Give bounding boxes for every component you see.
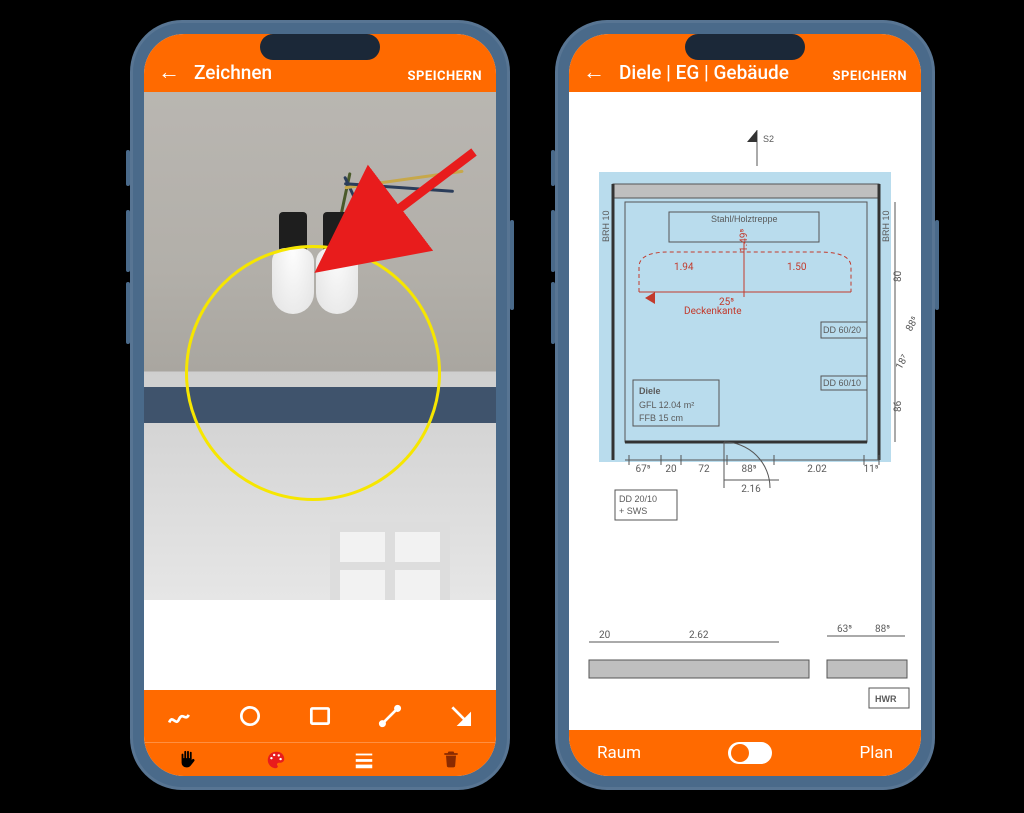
save-button[interactable]: SPEICHERN: [408, 69, 483, 84]
svg-text:DD 60/10: DD 60/10: [823, 378, 861, 388]
svg-text:20: 20: [665, 464, 677, 475]
svg-text:DD 20/10: DD 20/10: [619, 494, 657, 504]
color-picker-icon[interactable]: [265, 749, 287, 771]
svg-text:88⁵: 88⁵: [875, 624, 890, 635]
svg-text:63⁵: 63⁵: [837, 624, 852, 635]
svg-text:Deckenkante: Deckenkante: [684, 306, 742, 317]
svg-text:11⁵: 11⁵: [864, 464, 879, 475]
svg-text:Diele: Diele: [639, 386, 661, 396]
svg-text:67⁵: 67⁵: [636, 464, 651, 475]
svg-text:80: 80: [893, 270, 904, 282]
ellipse-icon[interactable]: [236, 702, 264, 730]
svg-text:20: 20: [599, 630, 611, 641]
view-label-plan[interactable]: Plan: [859, 743, 893, 763]
drawing-canvas[interactable]: [144, 92, 496, 690]
floorplan-canvas[interactable]: S2 Stahl/Holztreppe 1.94 1: [569, 92, 921, 730]
arrow-annotation[interactable]: [144, 92, 496, 292]
svg-text:2.02: 2.02: [807, 464, 827, 475]
svg-text:1.50: 1.50: [787, 262, 807, 273]
svg-text:GFL 12.04 m²: GFL 12.04 m²: [639, 400, 694, 410]
screen-left: ← Zeichnen SPEICHERN: [144, 34, 496, 776]
floorplan-svg: S2 Stahl/Holztreppe 1.94 1: [569, 92, 921, 730]
freehand-icon[interactable]: [165, 702, 193, 730]
svg-text:88⁵: 88⁵: [904, 315, 921, 334]
svg-text:1.94: 1.94: [674, 262, 694, 273]
svg-text:+ SWS: + SWS: [619, 506, 647, 516]
page-title: Diele | EG | Gebäude: [619, 61, 819, 84]
svg-text:86: 86: [893, 400, 904, 412]
svg-text:88⁵: 88⁵: [742, 464, 757, 475]
view-switch-bar: Raum Plan: [569, 730, 921, 776]
svg-text:DD 60/20: DD 60/20: [823, 325, 861, 335]
svg-text:2.62: 2.62: [689, 630, 709, 641]
stroke-width-icon[interactable]: [353, 749, 375, 771]
svg-text:S2: S2: [763, 134, 774, 144]
svg-text:Stahl/Holztreppe: Stahl/Holztreppe: [711, 214, 778, 224]
back-icon[interactable]: ←: [583, 62, 605, 84]
page-title: Zeichnen: [194, 61, 394, 84]
view-label-room[interactable]: Raum: [597, 743, 641, 763]
svg-text:1.49⁵: 1.49⁵: [739, 229, 750, 252]
svg-text:BRH 10: BRH 10: [601, 210, 611, 242]
svg-text:18⁷: 18⁷: [894, 353, 911, 372]
line-icon[interactable]: [376, 702, 404, 730]
phone-notch: [260, 34, 380, 60]
delete-icon[interactable]: [441, 749, 463, 771]
drawing-tools: [144, 690, 496, 742]
save-button[interactable]: SPEICHERN: [833, 69, 908, 84]
svg-text:FFB 15 cm: FFB 15 cm: [639, 413, 683, 423]
rect-icon[interactable]: [306, 702, 334, 730]
svg-text:2.16: 2.16: [741, 484, 761, 495]
svg-text:HWR: HWR: [875, 694, 897, 704]
phone-notch: [685, 34, 805, 60]
arrow-icon[interactable]: [447, 702, 475, 730]
svg-text:BRH 10: BRH 10: [881, 210, 891, 242]
svg-text:72: 72: [698, 464, 710, 475]
pan-icon[interactable]: [177, 749, 199, 771]
view-toggle[interactable]: [728, 742, 772, 764]
secondary-tools: [144, 742, 496, 776]
back-icon[interactable]: ←: [158, 62, 180, 84]
screen-right: ← Diele | EG | Gebäude SPEICHERN S2: [569, 34, 921, 776]
